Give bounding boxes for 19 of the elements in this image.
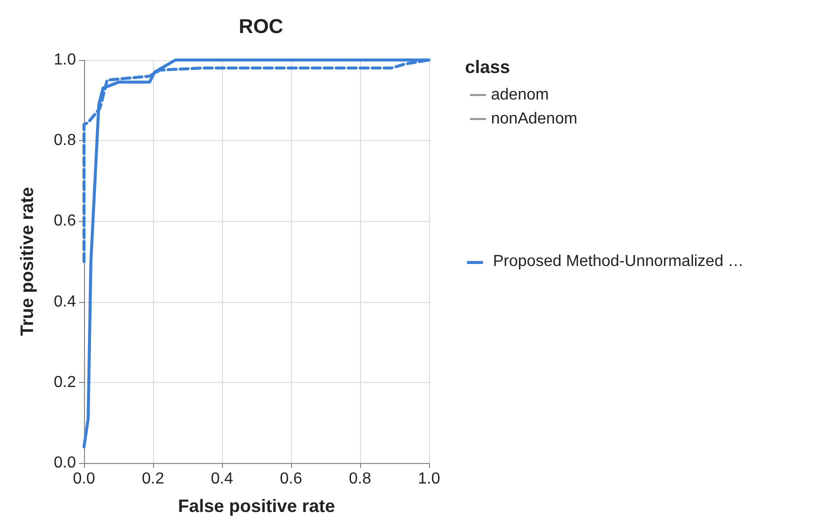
text: nonAdenom: [491, 110, 578, 128]
y-tick-label: 0.0: [54, 454, 76, 472]
y-axis-title: True positive rate: [17, 186, 37, 336]
y-tick-label: 0.8: [54, 132, 76, 150]
x-tick-label: 0.4: [210, 470, 234, 488]
y-tick-label: 0.2: [54, 374, 76, 391]
chart-title: ROC: [238, 16, 284, 38]
y-tick-label: 0.6: [54, 212, 76, 230]
x-tick-label: 0.6: [280, 470, 302, 488]
x-tick-label: 1.0: [418, 470, 440, 488]
y-tick-label: 1.0: [54, 52, 76, 68]
x-tick-label: 0.2: [142, 470, 164, 488]
y-tick-label: 0.4: [54, 293, 76, 310]
legend-title: class: [465, 57, 510, 77]
x-tick-label: 0.8: [348, 470, 372, 488]
x-tick-label: 0.0: [72, 470, 96, 488]
x-axis-title: False positive rate: [178, 496, 336, 516]
text: adenom: [491, 86, 549, 104]
text: Proposed Method-Unnormalized …: [493, 253, 744, 271]
